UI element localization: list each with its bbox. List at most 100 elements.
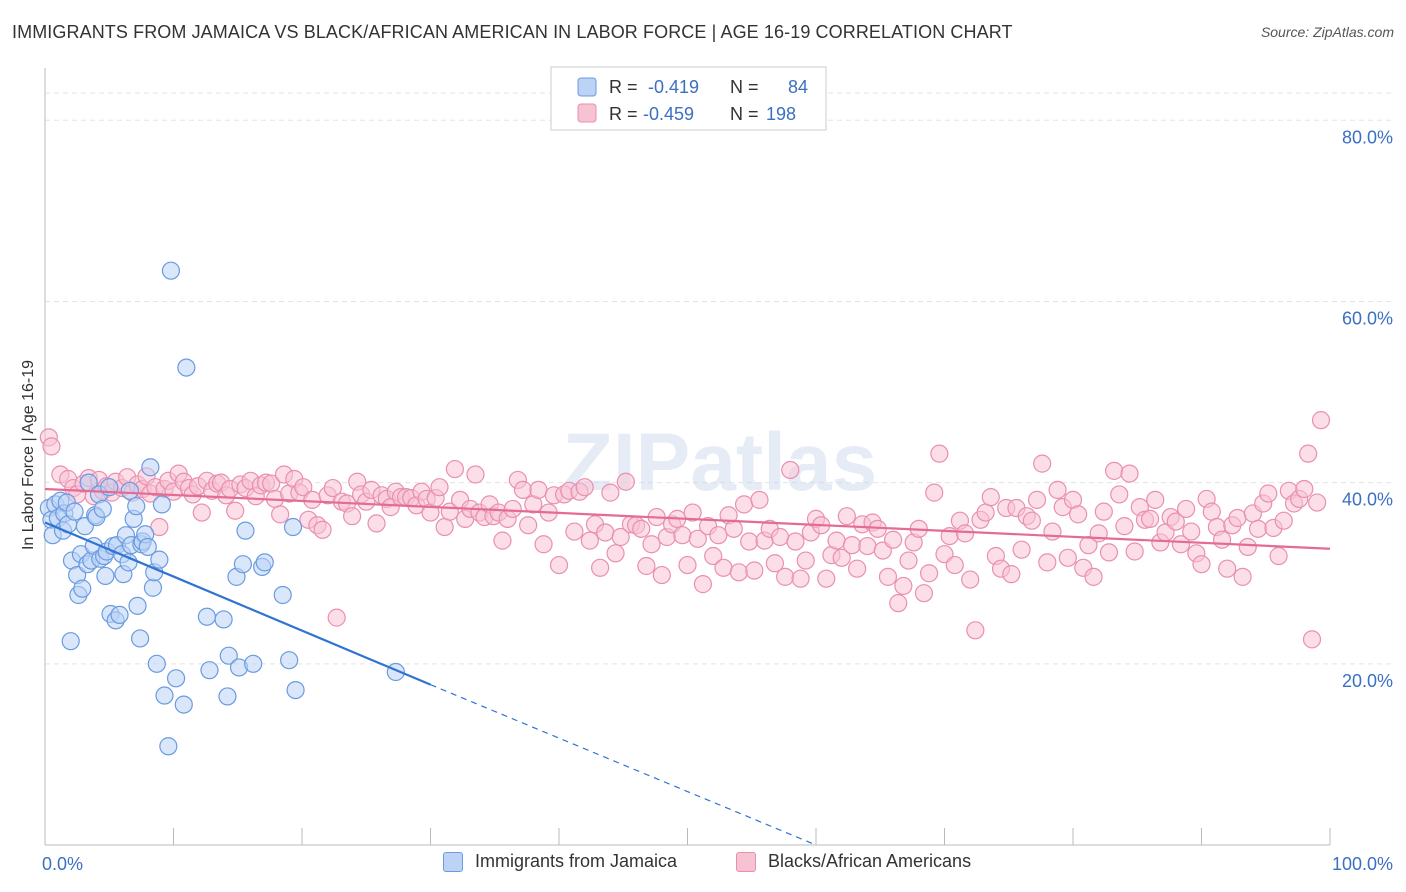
data-point-black (611, 527, 630, 547)
data-point-black (1228, 508, 1247, 528)
data-point-jamaica (150, 550, 169, 569)
data-point-jamaica (214, 610, 233, 629)
data-point-jamaica (174, 695, 193, 714)
data-point-jamaica (141, 458, 160, 477)
data-point-black (534, 535, 553, 554)
data-point-black (367, 514, 386, 533)
data-point-black (894, 576, 913, 596)
data-point-black (976, 503, 995, 522)
data-point-black (1099, 543, 1119, 562)
data-point-jamaica (61, 632, 80, 651)
data-point-jamaica (143, 578, 163, 597)
data-point-black (919, 564, 939, 583)
trend-line-jamaica (44, 521, 431, 686)
data-point-black (714, 558, 733, 577)
data-point-jamaica (283, 517, 303, 537)
legend-n-label-1: N = (730, 77, 759, 97)
data-point-black (632, 519, 651, 538)
data-point-black (966, 621, 985, 640)
data-point-black (1233, 567, 1252, 586)
legend-item-jamaica[interactable]: Immigrants from Jamaica (443, 851, 677, 872)
data-point-jamaica (255, 553, 274, 572)
data-point-black (513, 480, 533, 499)
data-point-black (601, 483, 620, 502)
legend-item-black[interactable]: Blacks/African Americans (736, 851, 971, 872)
legend-label-jamaica: Immigrants from Jamaica (475, 851, 678, 871)
data-point-black (323, 478, 342, 498)
data-point-black (430, 478, 449, 497)
data-point-black (1115, 517, 1134, 536)
data-point-black (1248, 519, 1268, 538)
data-point-jamaica (233, 555, 252, 574)
data-point-black (693, 575, 713, 594)
data-point-black (945, 555, 964, 575)
data-point-jamaica (127, 497, 146, 516)
data-point-black (1048, 480, 1067, 499)
legend-n-value-2: 198 (766, 104, 796, 124)
data-point-black (832, 548, 851, 567)
data-point-black (616, 472, 635, 491)
data-point-black (1218, 559, 1237, 578)
data-point-black (781, 460, 800, 480)
data-point-black (899, 551, 918, 570)
data-point-black (42, 437, 61, 456)
data-point-black (842, 536, 862, 555)
data-point-jamaica (152, 495, 172, 514)
data-point-jamaica (93, 499, 112, 519)
data-point-black (740, 532, 759, 551)
trend-lines (44, 487, 1331, 846)
data-point-black (1176, 499, 1196, 519)
data-point-black (817, 569, 836, 588)
data-point-black (466, 465, 485, 484)
data-point-jamaica (161, 261, 181, 280)
data-point-jamaica (96, 566, 115, 586)
data-point-jamaica (244, 654, 263, 673)
trend-line-jamaica-extension (430, 684, 817, 846)
data-point-black (1274, 511, 1293, 530)
data-point-black (1259, 484, 1278, 503)
legend-label-black: Blacks/African Americans (768, 851, 972, 871)
data-point-black (596, 523, 615, 542)
data-point-black (1084, 567, 1103, 586)
data-point-black (1202, 502, 1221, 521)
legend-swatch-pink (577, 103, 597, 123)
data-point-black (1022, 511, 1041, 530)
data-point-jamaica (197, 607, 217, 626)
data-point-black (1212, 530, 1232, 549)
data-point-black (529, 480, 548, 499)
data-point-jamaica (273, 585, 292, 605)
x-tick-labels: 0.0% 100.0% (42, 854, 1393, 874)
data-point-black (729, 563, 749, 582)
legend-n-label-2: N = (730, 104, 759, 124)
data-point-black (549, 555, 569, 575)
x-tick-label: 0.0% (42, 854, 83, 874)
legend-box: R = -0.419 N = 84 R = -0.459 N = 198 (550, 66, 827, 131)
data-point-black (770, 527, 790, 547)
y-tick-labels: 20.0% 40.0% 60.0% 80.0% (1342, 127, 1393, 691)
data-point-black (493, 531, 512, 550)
y-tick-label: 60.0% (1342, 308, 1393, 328)
data-point-black (1125, 542, 1144, 561)
data-point-black (678, 555, 697, 575)
data-point-black (734, 495, 754, 514)
data-point-jamaica (119, 553, 138, 572)
data-point-black (642, 535, 661, 554)
data-point-jamaica (155, 686, 174, 705)
data-point-black (519, 516, 538, 535)
data-point-black (503, 499, 522, 519)
data-point-black (1146, 490, 1165, 509)
x-tick-label: 100.0% (1332, 854, 1393, 874)
data-point-black (1069, 505, 1088, 524)
legend-r-value-1: -0.419 (648, 77, 699, 97)
data-point-black (1166, 512, 1185, 531)
data-point-black (1110, 485, 1129, 504)
data-point-black (652, 565, 671, 585)
data-point-jamaica (166, 669, 186, 688)
data-point-black (575, 478, 594, 497)
data-point-black (1192, 555, 1211, 574)
data-point-black (150, 517, 169, 537)
legend-n-value-1: 84 (788, 77, 808, 97)
legend-swatch-blue (577, 77, 597, 97)
data-point-black (1105, 461, 1124, 480)
